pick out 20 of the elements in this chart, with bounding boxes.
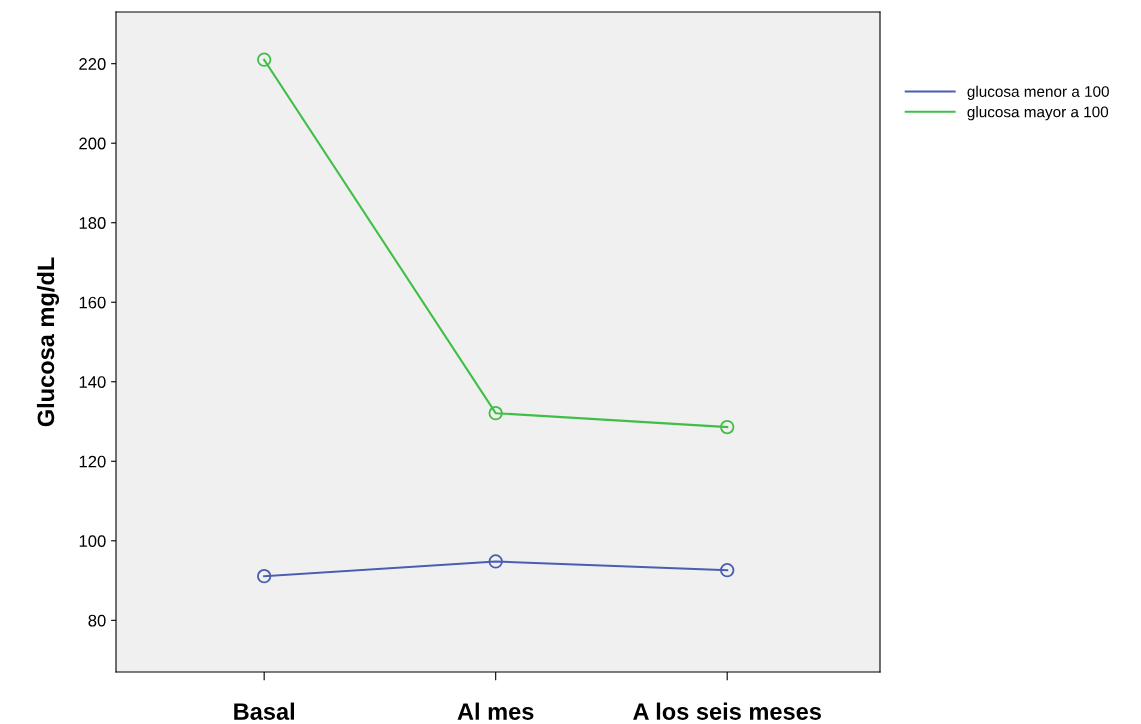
point [720, 419, 735, 435]
point [720, 563, 735, 578]
point [257, 569, 272, 584]
y-tick-label: 120 [79, 455, 106, 468]
x-tick-label: Al mes [457, 702, 534, 720]
x-tick-label: A los seis meses [633, 702, 821, 720]
point [488, 406, 503, 421]
y-tick-label: 140 [79, 376, 106, 388]
y-tick-label: 160 [79, 296, 106, 309]
point [488, 554, 503, 569]
legend-label: glucosa mayor a 100 [967, 106, 1109, 121]
y-tick-label: 100 [79, 535, 106, 547]
y-tick-label: 180 [79, 217, 106, 229]
y-tick-label: 220 [79, 58, 106, 70]
point [257, 52, 272, 67]
y-axis-title: Glucosa mg/dL [36, 257, 60, 427]
y-tick-label: 80 [88, 614, 106, 627]
legend-label: glucosa menor a 100 [967, 85, 1109, 100]
x-tick-label: Basal [234, 702, 294, 720]
y-tick-label: 200 [79, 137, 106, 150]
